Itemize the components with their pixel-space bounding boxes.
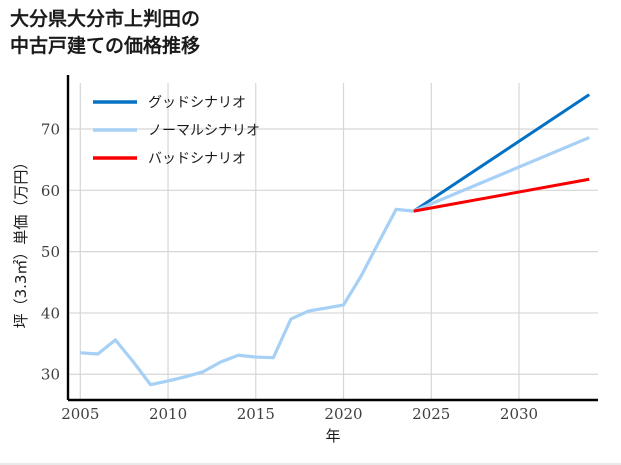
legend-item-3[interactable]: バッドシナリオ [93,151,246,167]
x-tick-label: 2005 [61,405,99,423]
gridlines [68,83,598,400]
axis-labels-layer: 年 坪（3.3㎡）単価（万円） [12,155,341,445]
legend-label: バッドシナリオ [148,151,246,167]
legend-label: グッドシナリオ [148,95,246,111]
x-tick-label: 2030 [500,405,538,423]
y-tick-label: 70 [41,120,60,138]
y-tick-label: 40 [41,304,60,322]
x-tick-label: 2025 [412,405,450,423]
series-line-1 [412,93,591,213]
legend-label: ノーマルシナリオ [148,123,260,139]
tick-labels-layer: 30 40 50 60 70 2005 2010 2015 2020 2025 2030 [41,120,538,423]
y-tick-label: 50 [41,243,60,261]
x-tick-label: 2010 [149,405,187,423]
plot-frame [66,75,598,402]
x-tick-label: 2020 [324,405,362,423]
x-tick-label: 2015 [237,405,275,423]
y-tick-label: 60 [41,182,60,200]
series-line-3 [413,177,590,213]
series-line-2 [80,136,590,387]
legend-item-1[interactable]: グッドシナリオ [93,95,246,111]
x-axis-label: 年 [325,427,340,445]
chart-title: 大分県大分市上判田の 中古戸建ての価格推移 [10,9,201,57]
y-axis-label: 坪（3.3㎡）単価（万円） [12,155,30,329]
legend-item-2[interactable]: ノーマルシナリオ [93,123,260,139]
data-series-layer [80,93,591,387]
y-tick-label: 30 [41,366,60,384]
bottom-divider [0,463,621,465]
